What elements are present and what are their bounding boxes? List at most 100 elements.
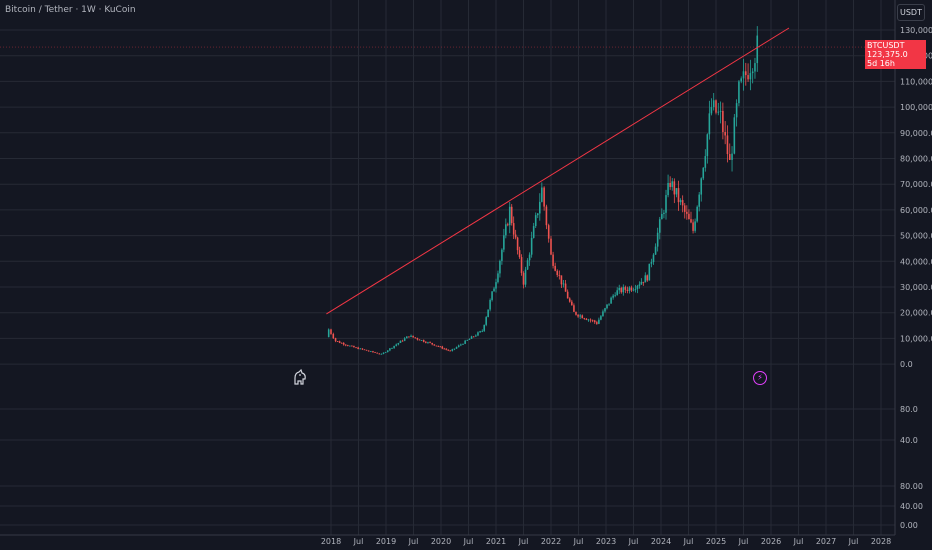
candle-body [353, 345, 355, 348]
candle-body [704, 156, 707, 168]
y-axis-tick-label: 0.00 [900, 521, 918, 530]
candle-body [363, 349, 366, 351]
candle-body [359, 348, 362, 350]
candle-body [505, 224, 507, 236]
currency-unit-button[interactable]: USDT [897, 4, 925, 21]
candle-body [744, 71, 747, 76]
price-label-symbol: BTCUSDT [867, 41, 905, 50]
x-axis-tick-label: 2026 [761, 537, 781, 546]
candle-body [429, 342, 431, 343]
candle-body [439, 346, 442, 348]
candle-body [596, 322, 598, 324]
candle-body [602, 311, 604, 317]
x-axis-tick-label: 2021 [486, 537, 506, 546]
candle-body [663, 212, 665, 215]
candle-body [462, 343, 464, 345]
candle-body [661, 214, 663, 220]
candle-body [510, 206, 513, 224]
candle-body [644, 275, 647, 283]
candle-body [420, 340, 423, 341]
candle-body [610, 297, 612, 304]
candle-body [384, 352, 387, 353]
candle-body [577, 314, 579, 317]
candle-body [395, 344, 398, 346]
candle-body [728, 154, 731, 160]
y-axis-tick-label: 60,000.0 [900, 206, 932, 215]
candle-body [560, 275, 563, 285]
candle-body [431, 342, 433, 345]
candle-body [568, 298, 571, 302]
candle-body [696, 206, 698, 222]
candle-body [656, 232, 659, 247]
candle-body [524, 269, 527, 285]
candle-body [628, 287, 631, 291]
y-axis-tick-label: 50,000.0 [900, 232, 932, 241]
candle-body [547, 225, 550, 239]
candle-body [640, 281, 643, 285]
candle-body [518, 250, 521, 258]
candle-body [508, 206, 511, 226]
y-axis-tick-label: 70,000.0 [900, 180, 932, 189]
candle-body [378, 353, 381, 355]
candle-body [374, 352, 376, 354]
candle-body [468, 338, 471, 340]
candle-body [491, 291, 493, 300]
candle-body [550, 238, 552, 255]
candle-body [650, 262, 653, 264]
candle-body [638, 284, 641, 286]
candle-body [380, 353, 383, 355]
candle-body [598, 319, 600, 324]
candle-body [715, 100, 717, 113]
candle-body [675, 188, 678, 195]
candle-body [351, 345, 353, 347]
candle-body [556, 270, 559, 276]
candle-body [541, 187, 543, 202]
candle-body [733, 117, 736, 154]
candle-body [604, 308, 606, 312]
candle-body [399, 340, 402, 344]
candle-body [700, 178, 703, 195]
x-axis-tick-label: Jul [518, 537, 529, 546]
x-axis-tick-label: 2019 [376, 537, 396, 546]
candle-body [634, 289, 637, 290]
candle-body [749, 73, 752, 80]
candle-body [614, 295, 616, 297]
candle-body [349, 345, 351, 347]
y-axis-tick-label: 40.0 [900, 436, 918, 445]
tradingview-logo-icon[interactable] [292, 368, 308, 386]
candle-body [735, 103, 738, 118]
candle-body [632, 289, 635, 291]
candle-body [620, 287, 623, 293]
candle-body [466, 339, 469, 341]
candle-body [646, 275, 649, 281]
y-axis-tick-label: 110,000.0 [900, 77, 932, 86]
y-axis-tick-label: 100,000.0 [900, 103, 932, 112]
candle-body [332, 333, 335, 339]
candle-body [686, 211, 688, 214]
candle-body [483, 324, 486, 331]
candle-body [514, 234, 517, 238]
candle-body [528, 254, 531, 261]
candle-body [357, 347, 359, 350]
candle-body [372, 351, 374, 353]
candle-body [573, 305, 575, 312]
candle-body [327, 329, 330, 338]
candle-body [536, 213, 539, 216]
candle-body [422, 340, 425, 342]
candle-body [626, 289, 629, 291]
candle-body [516, 237, 519, 251]
candle-body [382, 352, 385, 354]
candle-body [571, 301, 573, 306]
y-axis-tick-label: 20,000.0 [900, 309, 932, 318]
candle-body [552, 254, 554, 266]
candle-body [485, 317, 487, 325]
candle-body [340, 342, 343, 344]
lightning-icon[interactable]: ⚡ [753, 371, 767, 385]
x-axis-tick-label: 2024 [651, 537, 671, 546]
candle-body [512, 223, 515, 235]
candle-body [437, 345, 440, 347]
candle-body [361, 348, 364, 350]
candle-body [600, 316, 602, 320]
candle-body [464, 340, 466, 344]
